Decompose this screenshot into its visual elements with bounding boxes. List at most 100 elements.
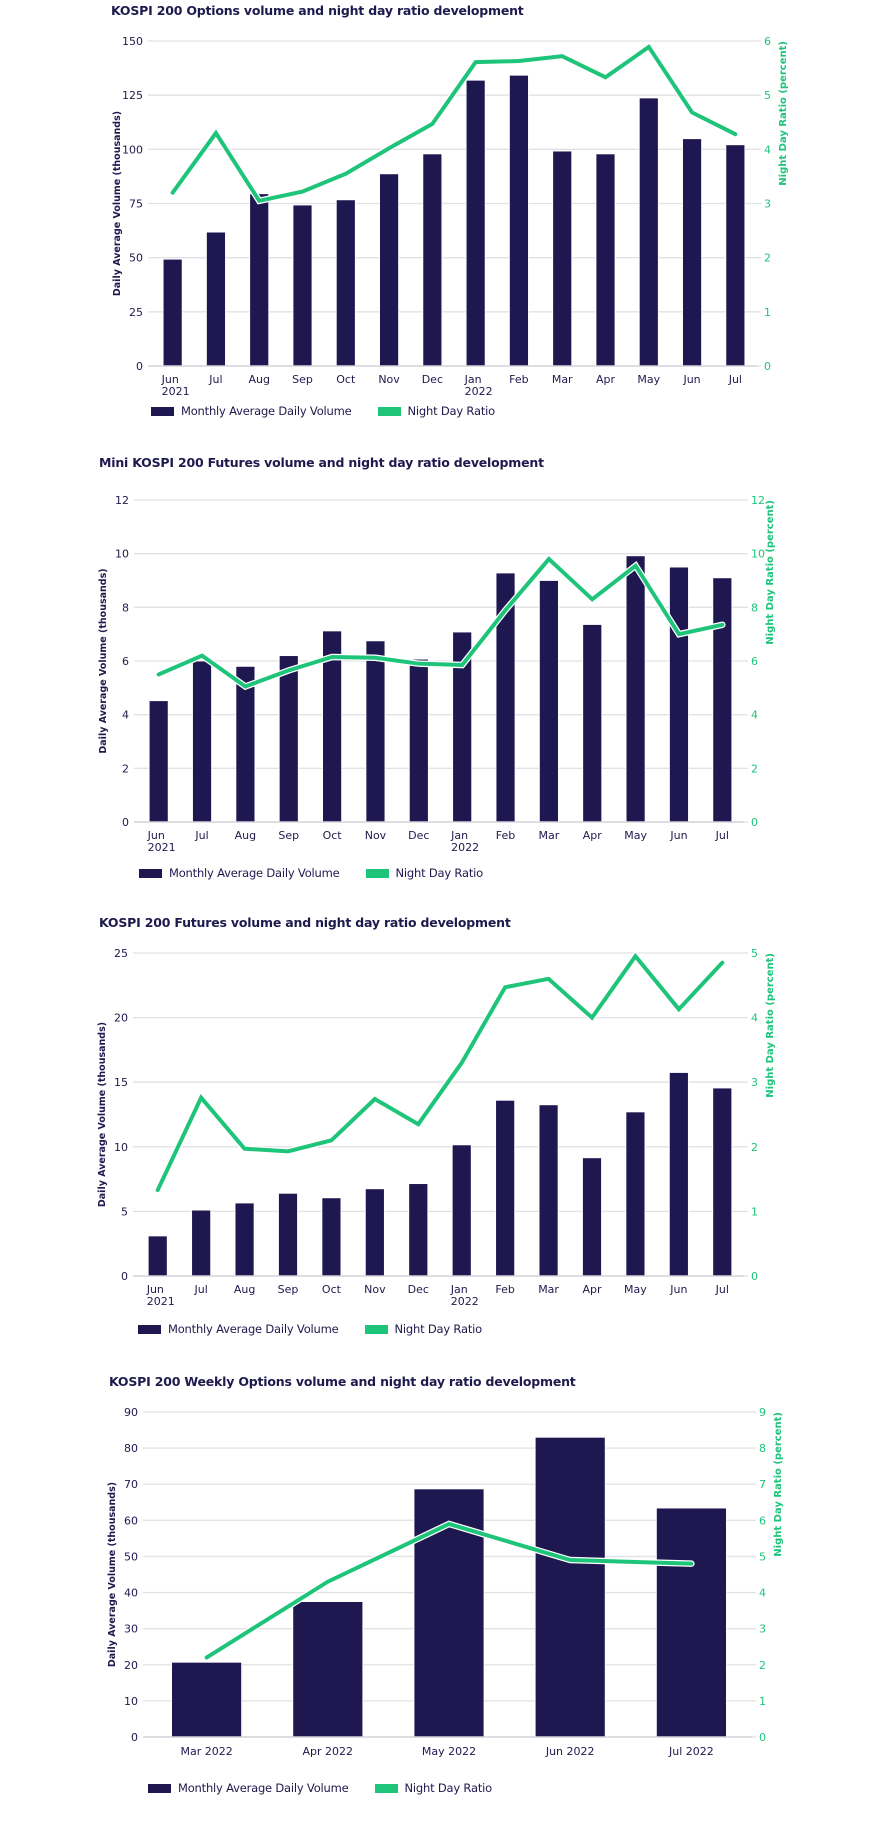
y2-tick-label: 4 (764, 143, 771, 156)
x-tick-label: Mar (552, 373, 573, 386)
legend-item-ratio[interactable]: Night Day Ratio (374, 1781, 493, 1795)
chart-title: Mini KOSPI 200 Futures volume and night … (99, 455, 544, 470)
x-tick-label: Jun 2021 (161, 373, 190, 398)
y-tick-label: 70 (124, 1478, 138, 1491)
legend-swatch-bar (139, 868, 162, 878)
legend-item-volume[interactable]: Monthly Average Daily Volume (138, 1322, 339, 1336)
chart-legend: Monthly Average Daily Volume Night Day R… (138, 1322, 508, 1336)
x-tick-label: Jul 2022 (668, 1745, 714, 1758)
x-tick-label: Aug (234, 1283, 255, 1296)
y2-tick-label: 3 (764, 198, 771, 211)
legend-item-ratio[interactable]: Night Day Ratio (364, 1322, 483, 1336)
bar (538, 1104, 559, 1277)
bar (712, 577, 733, 823)
x-tick-label: Jun (669, 1283, 687, 1296)
bar (656, 1507, 727, 1738)
chart-title: KOSPI 200 Weekly Options volume and nigh… (109, 1374, 576, 1389)
y2-tick-label: 0 (764, 360, 771, 373)
gridlines (133, 952, 744, 1277)
bar (465, 79, 486, 367)
y-tick-label: 0 (121, 1270, 128, 1283)
bar (669, 566, 689, 823)
bar (552, 150, 573, 367)
x-tick-label: Nov (378, 373, 400, 386)
y-tick-label: 100 (122, 143, 143, 156)
chart-kospi200-options: KOSPI 200 Options volume and night day r… (0, 0, 888, 450)
x-tick-label: Oct (336, 373, 356, 386)
x-tick-label: Aug (235, 829, 256, 842)
y-axis-title: Daily Average Volume (thousands) (97, 1022, 108, 1207)
y-tick-label: 150 (122, 35, 143, 48)
chart-mini-kospi200-futures: Mini KOSPI 200 Futures volume and night … (0, 450, 888, 910)
bar (278, 1192, 298, 1277)
y2-tick-label: 8 (751, 601, 758, 614)
y-tick-label: 10 (114, 1141, 128, 1154)
x-tick-label: Jun 2021 (147, 829, 176, 854)
legend-swatch-bar (138, 1324, 161, 1334)
y2-tick-label: 4 (751, 1012, 758, 1025)
bar (365, 640, 386, 823)
bar (321, 1197, 342, 1277)
bar (582, 624, 603, 823)
x-tick-label: Jan 2022 (450, 1283, 479, 1308)
chart-legend: Monthly Average Daily Volume Night Day R… (151, 404, 521, 418)
y-tick-label: 20 (114, 1012, 128, 1025)
x-tick-label: Jul (208, 373, 222, 386)
legend-swatch-bar (148, 1783, 171, 1793)
bar (495, 1099, 516, 1277)
bar (582, 1157, 602, 1277)
y-axis-title: Daily Average Volume (thousands) (112, 111, 123, 296)
x-tick-label: May (637, 373, 660, 386)
bar (638, 97, 659, 367)
legend-item-ratio[interactable]: Night Day Ratio (365, 866, 484, 880)
chart-plot: 0 10 20 30 40 50 60 70 80 90 0 1 2 3 4 5 6 7 8 9 Daily Avera… (107, 1406, 784, 1758)
bar (595, 153, 616, 367)
bar (422, 153, 443, 367)
y-tick-label: 75 (129, 198, 143, 211)
chart-plot: 0 25 50 75 100 125 150 0 1 2 3 4 5 6 Daily Average Vol… (112, 35, 789, 398)
y-tick-label: 125 (122, 89, 143, 102)
y-tick-label: 0 (122, 816, 129, 829)
x-tick-label: Mar (538, 1283, 559, 1296)
legend-label-ratio: Night Day Ratio (404, 1781, 493, 1795)
y-tick-label: 10 (124, 1695, 138, 1708)
bar (451, 1144, 472, 1277)
y-tick-label: 30 (124, 1623, 138, 1636)
legend-item-ratio[interactable]: Night Day Ratio (377, 404, 496, 418)
x-tick-label: Feb (495, 1283, 514, 1296)
bar (408, 1183, 429, 1277)
x-tick-label: Aug (248, 373, 269, 386)
bar (278, 655, 299, 823)
x-tick-label: Dec (408, 1283, 429, 1296)
legend-label-ratio: Night Day Ratio (394, 1322, 483, 1336)
legend-label-ratio: Night Day Ratio (407, 404, 496, 418)
x-tick-label: Apr (582, 1283, 602, 1296)
legend-item-volume[interactable]: Monthly Average Daily Volume (151, 404, 352, 418)
y2-tick-label: 2 (751, 762, 758, 775)
y-tick-label: 5 (121, 1205, 128, 1218)
y2-tick-label: 3 (759, 1623, 766, 1636)
legend-label-ratio: Night Day Ratio (395, 866, 484, 880)
line-series-night-day-ratio (170, 44, 738, 204)
bar (206, 231, 226, 367)
legend-label-volume: Monthly Average Daily Volume (169, 866, 340, 880)
y2-tick-label: 6 (764, 35, 771, 48)
legend-item-volume[interactable]: Monthly Average Daily Volume (148, 1781, 349, 1795)
bar (292, 1601, 364, 1738)
chart-plot: 0 2 4 6 8 10 12 0 2 4 6 8 10 12 Daily Average Volume (… (98, 494, 776, 854)
x-tick-label: Dec (408, 829, 429, 842)
y2-tick-label: 1 (751, 1205, 758, 1218)
x-tick-label: Jun (669, 829, 687, 842)
x-tick-label: Nov (364, 1283, 386, 1296)
legend-item-volume[interactable]: Monthly Average Daily Volume (139, 866, 340, 880)
chart-legend: Monthly Average Daily Volume Night Day R… (148, 1781, 518, 1795)
y2-tick-label: 0 (751, 1270, 758, 1283)
bar (712, 1087, 733, 1277)
y2-tick-label: 5 (759, 1550, 766, 1563)
legend-swatch-line (377, 406, 401, 416)
bar (292, 204, 313, 367)
y2-tick-label: 1 (759, 1695, 766, 1708)
x-tick-label: Jun 2022 (545, 1745, 595, 1758)
legend-label-volume: Monthly Average Daily Volume (168, 1322, 339, 1336)
y-tick-label: 10 (115, 548, 129, 561)
